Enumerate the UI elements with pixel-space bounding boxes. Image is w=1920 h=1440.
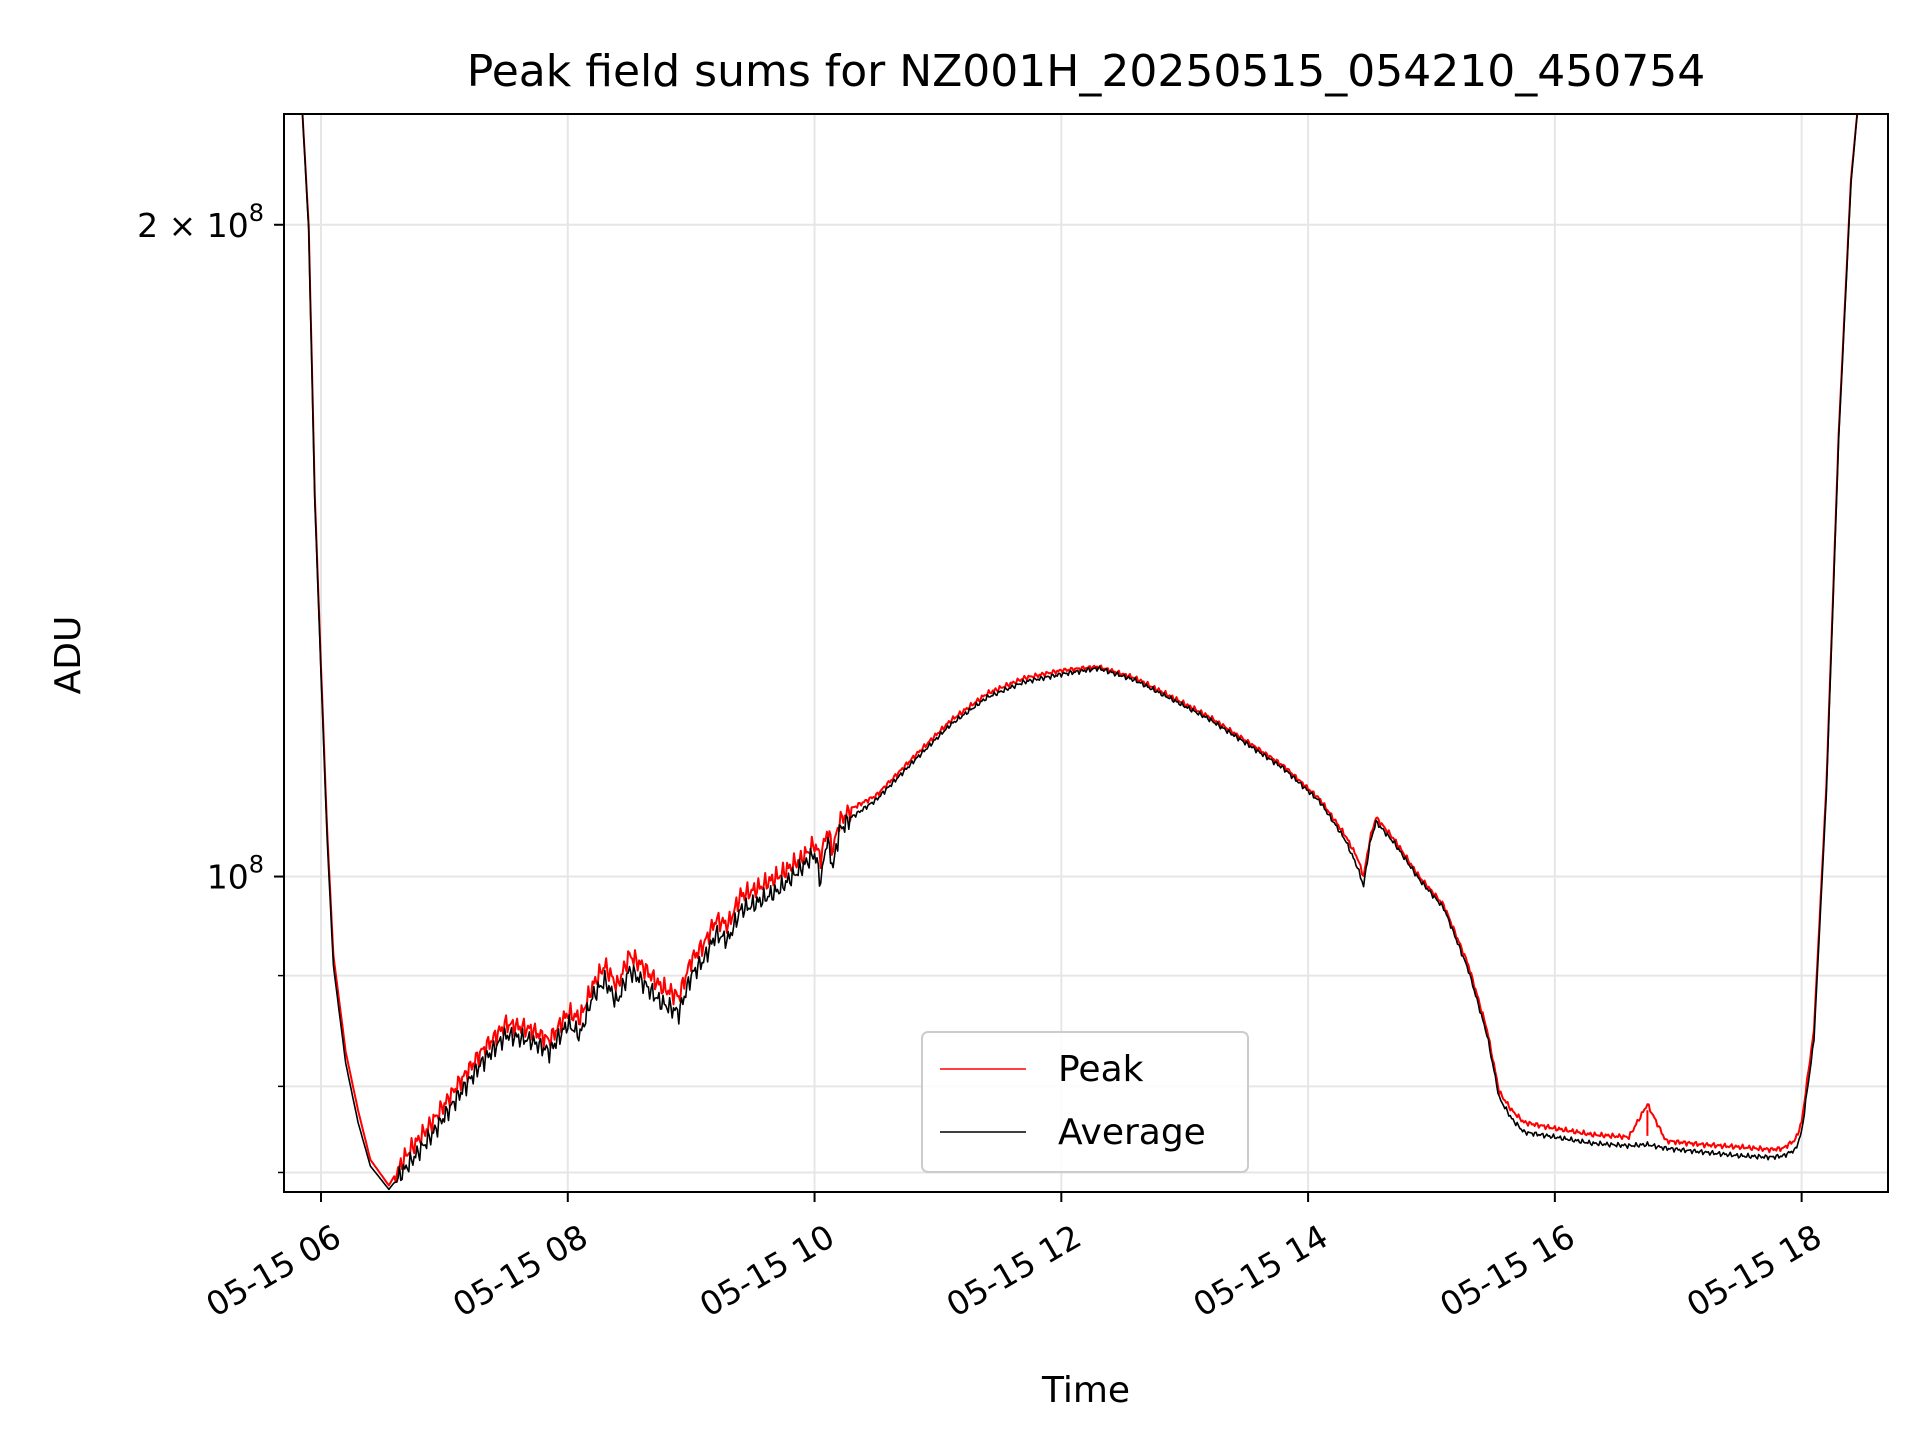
chart-title: Peak field sums for NZ001H_20250515_0542… — [467, 46, 1705, 97]
grid — [284, 114, 1888, 1192]
x-axis-title: Time — [1041, 1370, 1130, 1411]
y-tick-base: 10 — [207, 858, 249, 897]
y-tick-label: 2 × 108 — [137, 199, 264, 245]
plot-frame — [283, 113, 1889, 1193]
series-line-average — [286, 114, 1888, 1191]
y-tick-prefix: 2 × — [137, 206, 207, 245]
y-tick-base: 10 — [207, 206, 249, 245]
y-axis-title: ADU — [48, 616, 89, 695]
y-tick-label: 108 — [207, 851, 264, 897]
y-tick-exponent: 8 — [249, 851, 264, 879]
legend-label-average: Average — [1058, 1112, 1206, 1153]
legend-box — [921, 1031, 1249, 1173]
series-layer — [286, 114, 1888, 1191]
y-tick-exponent: 8 — [249, 199, 264, 227]
legend-label-peak: Peak — [1058, 1049, 1144, 1090]
legend: Peak Average — [921, 1031, 1249, 1173]
